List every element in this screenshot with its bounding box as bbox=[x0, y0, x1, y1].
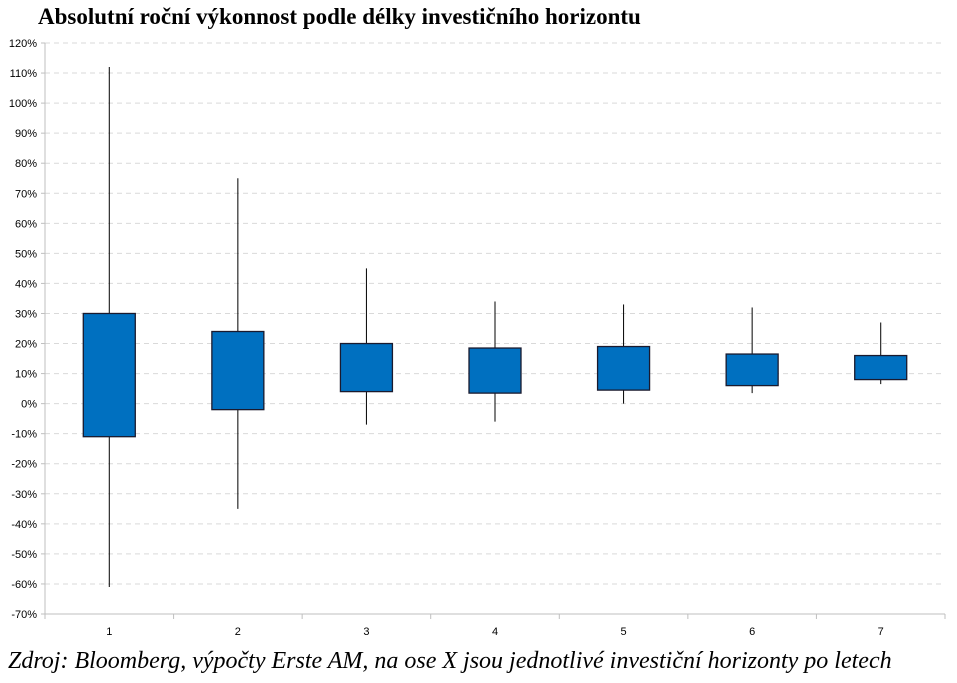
box-horizon-6 bbox=[725, 353, 779, 387]
box-horizon-7 bbox=[854, 354, 908, 381]
x-tick-label: 5 bbox=[621, 626, 627, 638]
x-tick-label: 1 bbox=[106, 626, 112, 638]
x-tick-label: 4 bbox=[492, 626, 498, 638]
y-tick-label: -10% bbox=[11, 429, 37, 441]
y-tick-label: 80% bbox=[15, 158, 37, 170]
x-tick-label: 7 bbox=[878, 626, 884, 638]
y-tick-label: -70% bbox=[11, 609, 37, 621]
y-tick-label: 40% bbox=[15, 278, 37, 290]
y-tick-label: 120% bbox=[9, 38, 37, 50]
box-horizon-5 bbox=[596, 345, 651, 391]
y-tick-label: 110% bbox=[10, 68, 38, 80]
box-horizon-1 bbox=[82, 312, 136, 438]
y-tick-label: 0% bbox=[21, 399, 37, 411]
y-tick-label: 90% bbox=[15, 128, 37, 140]
y-tick-label: 60% bbox=[15, 218, 37, 230]
x-tick-label: 6 bbox=[749, 626, 755, 638]
y-tick-label: -20% bbox=[11, 459, 37, 471]
chart-title: Absolutní roční výkonnost podle délky in… bbox=[38, 4, 641, 29]
box-horizon-2 bbox=[211, 330, 265, 411]
y-tick-label: -30% bbox=[11, 489, 37, 501]
y-tick-label: 50% bbox=[15, 248, 37, 260]
source-caption: Zdroj: Bloomberg, výpočty Erste AM, na o… bbox=[8, 648, 892, 674]
y-tick-label: 100% bbox=[9, 98, 37, 110]
x-tick-label: 3 bbox=[363, 626, 369, 638]
box-horizon-4 bbox=[468, 347, 522, 394]
x-tick-label: 2 bbox=[235, 626, 241, 638]
y-tick-label: -40% bbox=[11, 519, 37, 531]
box-horizon-3 bbox=[339, 342, 394, 393]
y-tick-label: 70% bbox=[15, 188, 37, 200]
y-tick-label: 30% bbox=[15, 308, 37, 320]
y-tick-label: -50% bbox=[11, 549, 37, 561]
y-tick-label: -60% bbox=[11, 579, 37, 591]
y-tick-label: 10% bbox=[15, 369, 37, 381]
y-tick-label: 20% bbox=[15, 339, 37, 351]
